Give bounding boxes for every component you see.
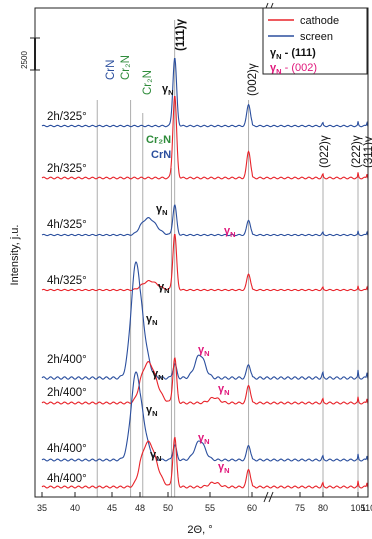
series-label: 2h/325° (47, 163, 87, 175)
plot-frame (34, 7, 369, 498)
series-traces (41, 57, 369, 489)
peak-annotation: γN (152, 368, 164, 382)
series-line-screen (41, 204, 369, 237)
peak-annotation: γN (218, 461, 230, 475)
peak-annotation: γN (146, 313, 158, 327)
axes: 2500 35 40 45 48 50 55 60 75 80 105110 2Θ, ° Intensi… (9, 2, 372, 536)
x-tick-label: 45 (107, 503, 117, 513)
reference-line-label: Cr₂N (142, 70, 154, 95)
peak-annotation: Cr₂N (146, 134, 171, 146)
x-tick-label: 75 (295, 503, 305, 513)
reference-line-label: (022)γ (319, 135, 331, 168)
peak-annotations: γN Cr₂N γN γN γN γN γN γN γN γN γN γN γN (146, 83, 236, 475)
peak-annotation: γN (224, 225, 236, 239)
x-tick-label: 48 (135, 503, 145, 513)
sample-labels: 2h/325° 2h/325° 4h/325° 4h/325° 2h/400° 2h/40… (47, 111, 87, 485)
peak-annotation: γN (156, 203, 168, 217)
series-label: 4h/400° (47, 473, 87, 485)
peak-annotation: γN (162, 83, 174, 97)
series-line-screen (41, 261, 369, 380)
series-line-cathode (41, 357, 369, 405)
axis-break-mark (268, 491, 274, 503)
reference-line-label: CrN (105, 60, 117, 80)
series-line-screen (41, 371, 369, 462)
series-label: 2h/400° (47, 354, 87, 366)
peak-annotation: γN (146, 404, 158, 418)
reference-line-label: (002)γ (247, 63, 259, 96)
x-tick-label: 35 (37, 503, 47, 513)
axis-break-mark (263, 491, 269, 503)
x-tick-label: 110 (361, 503, 372, 513)
reference-line-label: CrN (151, 149, 171, 161)
x-tick-label: 50 (163, 503, 173, 513)
reference-lines (96, 20, 369, 497)
legend-note: γN - (111) (270, 47, 316, 61)
y-axis-label: Intensity, j.u. (9, 225, 21, 286)
y-tick-label: 2500 (20, 51, 29, 69)
series-label: 4h/400° (47, 443, 87, 455)
legend: cathode screen γN - (111)γN - (002) (262, 7, 368, 76)
x-axis-label: 2Θ, ° (187, 524, 212, 536)
peak-annotation: γN (158, 281, 170, 295)
series-line-screen (41, 57, 369, 128)
series-label: 2h/400° (47, 387, 87, 399)
series-label: 4h/325° (47, 219, 87, 231)
legend-entry: cathode (300, 15, 339, 27)
peak-annotation: γN (150, 449, 162, 463)
x-tick-label: 80 (318, 503, 328, 513)
reference-line-label: (111)γ (175, 18, 187, 51)
peak-annotation: γN (198, 432, 210, 446)
series-label: 2h/325° (47, 111, 87, 123)
x-tick-label: 55 (205, 503, 215, 513)
series-line-cathode (41, 96, 369, 180)
peak-annotation: γN (218, 383, 230, 397)
series-line-cathode (41, 234, 369, 292)
peak-annotation: γN (198, 344, 210, 358)
x-tick-label: 40 (70, 503, 80, 513)
reference-line-label: Cr₂N (120, 55, 132, 80)
x-tick-label: 105 (350, 503, 365, 513)
series-line-cathode (41, 436, 369, 489)
legend-box (262, 7, 368, 75)
reference-line-label: (222)γ (351, 135, 363, 168)
legend-note: γN - (002) (270, 62, 317, 76)
legend-entry: screen (300, 31, 333, 43)
x-tick-label: 60 (247, 503, 257, 513)
series-label: 4h/325° (47, 275, 87, 287)
